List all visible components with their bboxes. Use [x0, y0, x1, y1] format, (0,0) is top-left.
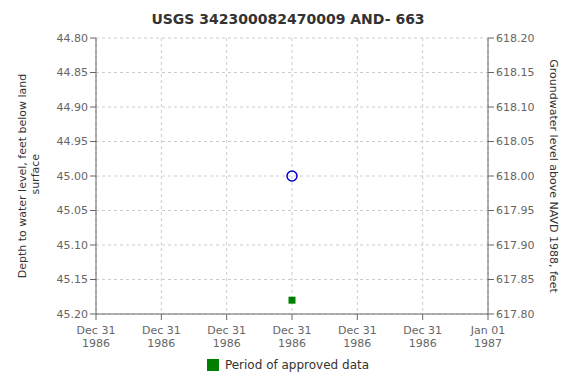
- svg-text:44.95: 44.95: [57, 135, 89, 148]
- svg-text:Dec 311986: Dec 311986: [207, 324, 246, 350]
- svg-text:Dec 311986: Dec 311986: [273, 324, 312, 350]
- svg-text:617.80: 617.80: [496, 308, 535, 321]
- svg-text:44.90: 44.90: [57, 101, 89, 114]
- html-text:USGS 342300082470009 AND- 663: USGS 342300082470009 AND- 663: [151, 11, 425, 27]
- svg-text:617.95: 617.95: [496, 204, 535, 217]
- svg-text:618.00: 618.00: [496, 170, 535, 183]
- svg-text:44.85: 44.85: [57, 66, 89, 79]
- svg-text:45.15: 45.15: [57, 273, 89, 286]
- svg-text:Jan 011987: Jan 011987: [470, 324, 505, 350]
- svg-text:Dec 311986: Dec 311986: [403, 324, 442, 350]
- svg-text:618.20: 618.20: [496, 32, 535, 45]
- svg-text:Groundwater level above NAVD 1: Groundwater level above NAVD 1988, feet: [547, 59, 560, 293]
- svg-text:Depth to water level, feet bel: Depth to water level, feet below land su…: [16, 74, 42, 279]
- svg-text:45.10: 45.10: [57, 239, 89, 252]
- svg-text:44.80: 44.80: [57, 32, 89, 45]
- svg-text:45.20: 45.20: [57, 308, 89, 321]
- svg-text:Dec 311986: Dec 311986: [142, 324, 181, 350]
- svg-text:617.85: 617.85: [496, 273, 535, 286]
- svg-text:618.10: 618.10: [496, 101, 535, 114]
- svg-text:45.05: 45.05: [57, 204, 89, 217]
- html-text:Period of approved data: Period of approved data: [224, 358, 370, 372]
- svg-text:617.90: 617.90: [496, 239, 535, 252]
- svg-text:618.15: 618.15: [496, 66, 535, 79]
- svg-text:Dec 311986: Dec 311986: [338, 324, 377, 350]
- svg-text:45.00: 45.00: [57, 170, 89, 183]
- svg-text:618.05: 618.05: [496, 135, 535, 148]
- svg-text:Dec 311986: Dec 311986: [77, 324, 116, 350]
